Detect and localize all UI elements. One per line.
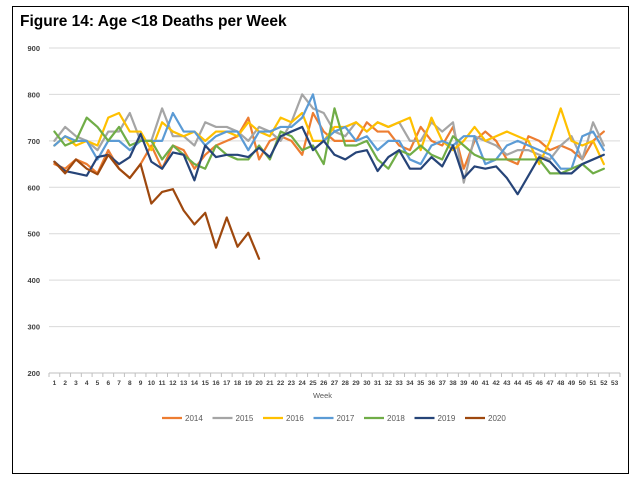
x-tick-label: 39 [460,380,468,387]
x-tick-label: 25 [309,380,317,387]
x-tick-label: 43 [503,380,511,387]
x-tick-label: 21 [266,380,274,387]
x-tick-label: 34 [406,380,414,387]
y-tick-label: 500 [27,230,40,239]
x-tick-label: 19 [245,380,253,387]
chart-title: Figure 14: Age <18 Deaths per Week [20,13,287,30]
x-tick-label: 42 [492,380,500,387]
legend-label-2019: 2019 [438,414,456,423]
x-tick-label: 5 [96,380,100,387]
y-tick-label: 600 [27,183,40,192]
legend-label-2020: 2020 [488,414,506,423]
x-tick-label: 38 [449,380,457,387]
x-tick-label: 28 [342,380,350,387]
x-tick-label: 44 [514,380,522,387]
x-tick-label: 40 [471,380,479,387]
x-tick-label: 2 [63,380,67,387]
x-tick-label: 1 [53,380,57,387]
x-tick-label: 50 [579,380,587,387]
x-tick-label: 32 [385,380,393,387]
x-tick-label: 18 [234,380,242,387]
legend-label-2018: 2018 [387,414,405,423]
x-tick-label: 8 [128,380,132,387]
y-tick-label: 900 [27,44,40,53]
x-tick-label: 24 [299,380,307,387]
x-tick-label: 36 [428,380,436,387]
y-tick-label: 400 [27,276,40,285]
x-tick-label: 22 [277,380,285,387]
series-line-2020 [53,153,261,260]
x-tick-label: 23 [288,380,296,387]
x-tick-label: 11 [159,380,166,387]
x-tick-label: 3 [74,380,78,387]
legend-label-2014: 2014 [185,414,203,423]
x-axis-title: Week [313,391,332,400]
x-tick-label: 27 [331,380,339,387]
x-tick-label: 4 [85,380,89,387]
x-tick-label: 41 [482,380,490,387]
x-tick-label: 12 [169,380,177,387]
x-tick-label: 16 [212,380,220,387]
x-tick-label: 52 [600,380,608,387]
x-tick-label: 7 [117,380,121,387]
x-tick-label: 49 [568,380,576,387]
x-tick-label: 30 [363,380,371,387]
x-tick-label: 51 [589,380,597,387]
x-tick-label: 33 [396,380,404,387]
x-tick-label: 47 [546,380,554,387]
x-tick-label: 48 [557,380,565,387]
x-tick-label: 10 [148,380,156,387]
legend-label-2015: 2015 [236,414,254,423]
x-tick-label: 9 [139,380,143,387]
x-tick-label: 45 [525,380,533,387]
x-tick-label: 13 [180,380,188,387]
x-tick-label: 29 [352,380,360,387]
x-tick-label: 37 [439,380,447,387]
x-tick-label: 46 [536,380,544,387]
x-tick-label: 31 [374,380,382,387]
x-tick-label: 14 [191,380,199,387]
x-tick-label: 20 [255,380,263,387]
y-tick-label: 200 [27,369,40,378]
x-tick-label: 53 [611,380,619,387]
legend-label-2017: 2017 [337,414,355,423]
y-tick-label: 300 [27,323,40,332]
x-tick-label: 6 [106,380,110,387]
y-tick-label: 700 [27,137,40,146]
x-tick-label: 26 [320,380,328,387]
legend-label-2016: 2016 [286,414,304,423]
series-line-2018 [53,107,605,175]
x-tick-label: 17 [223,380,231,387]
x-tick-label: 35 [417,380,425,387]
chart-frame [12,6,629,474]
series-line-2019 [53,125,605,196]
y-tick-label: 800 [27,90,40,99]
x-tick-label: 15 [202,380,210,387]
